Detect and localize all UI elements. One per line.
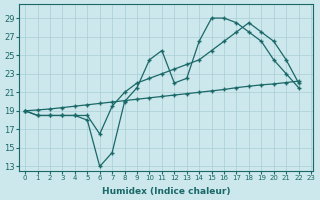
X-axis label: Humidex (Indice chaleur): Humidex (Indice chaleur) [102, 187, 230, 196]
